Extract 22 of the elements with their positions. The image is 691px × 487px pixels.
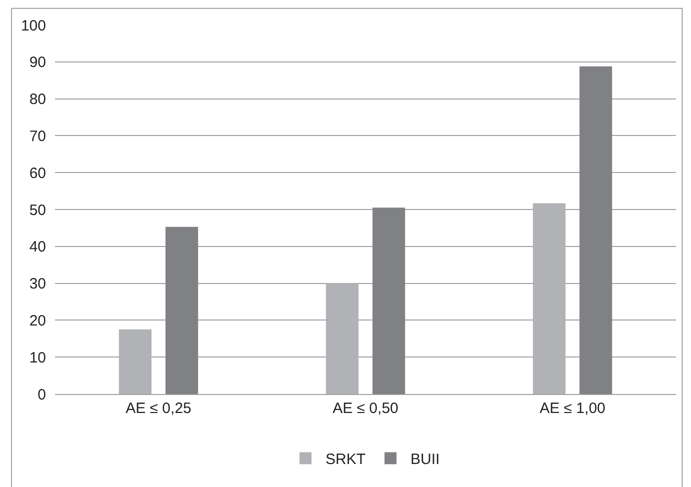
y-tick-label: 40 [29,238,46,256]
x-tick-label: AE ≤ 0,50 [332,400,398,417]
y-tick-label: 70 [29,128,46,145]
legend-label: BUII [410,451,440,468]
y-tick-label: 80 [29,91,46,108]
bar [326,283,359,394]
x-tick-label: AE ≤ 1,00 [540,400,606,417]
bar [579,66,612,394]
bar [165,226,198,394]
y-tick-label: 90 [29,54,46,72]
y-tick-label: 20 [29,312,46,330]
bar [372,208,406,394]
y-tick-label: 10 [29,349,46,366]
y-tick-label: 30 [29,276,46,293]
y-tick-label: 60 [29,164,46,182]
y-tick-label: 50 [29,202,46,219]
bar [118,329,152,394]
legend-label: SRKT [326,451,366,468]
y-tick-label: 100 [20,17,46,34]
bar [532,203,566,394]
x-tick-label: AE ≤ 0,25 [126,400,192,417]
y-tick-label: 0 [38,386,46,404]
